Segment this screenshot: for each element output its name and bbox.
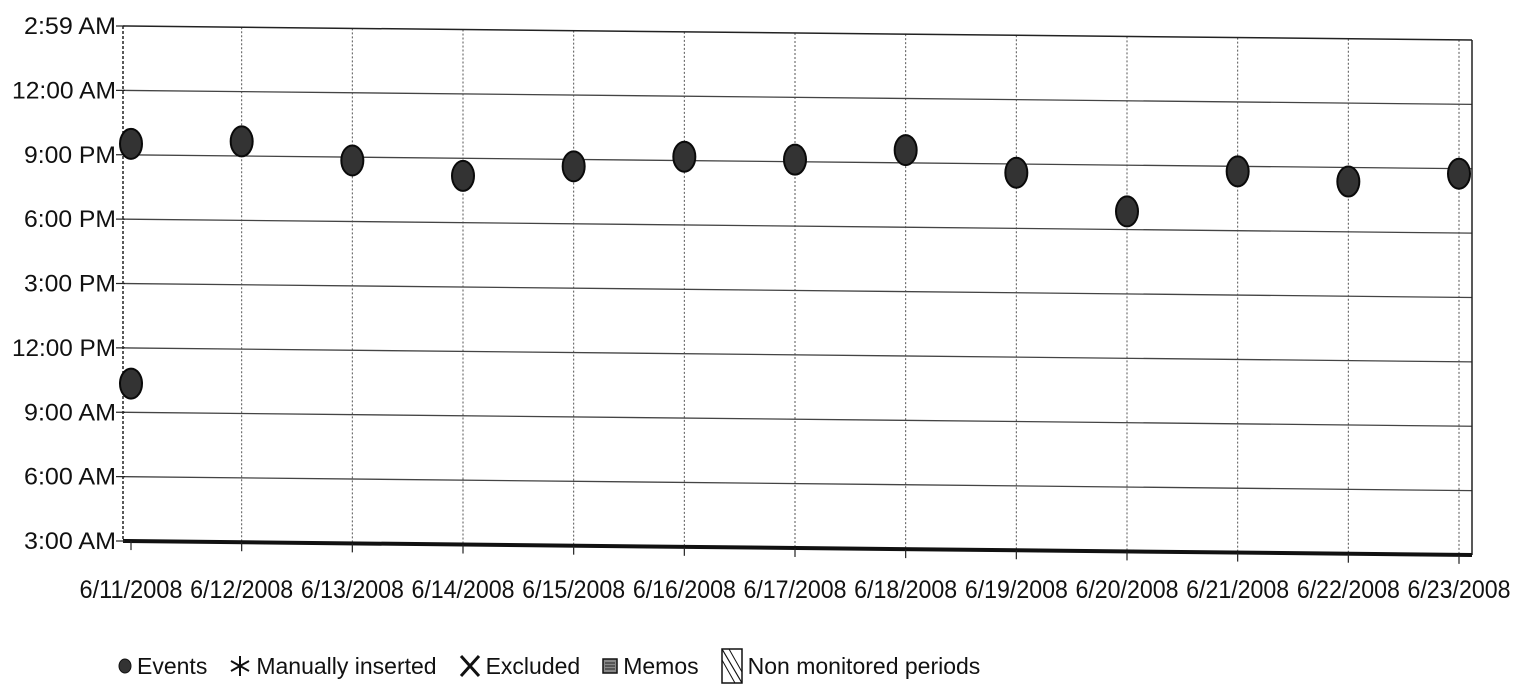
data-point-event <box>1225 155 1250 188</box>
gridline-horizontal <box>122 411 1473 427</box>
x-tick-label: 6/17/2008 <box>744 576 847 604</box>
y-tick-label: 12:00 PM <box>12 335 116 362</box>
y-tick-label: 9:00 PM <box>24 142 116 169</box>
legend-label-memos: Memos <box>623 652 699 679</box>
data-point-event <box>1115 195 1139 228</box>
x-mark-icon <box>459 654 481 678</box>
filled-circle-icon <box>118 658 132 674</box>
y-tick-label: 3:00 AM <box>24 528 116 555</box>
x-tick-label: 6/21/2008 <box>1186 576 1289 604</box>
x-tick-label: 6/22/2008 <box>1297 576 1400 604</box>
gridline-horizontal <box>122 89 1473 106</box>
x-tick-label: 6/12/2008 <box>190 576 293 604</box>
asterisk-icon <box>229 655 251 677</box>
x-tick-label: 6/14/2008 <box>412 576 515 604</box>
data-point-event <box>229 125 254 158</box>
hatched-box-icon <box>720 648 743 684</box>
legend-label-non-monitored-periods: Non monitored periods <box>747 652 981 679</box>
legend-item-manually-inserted: Manually inserted <box>229 652 437 680</box>
y-tick-label: 2:59 AM <box>24 13 116 40</box>
data-point-event <box>893 134 918 167</box>
gridline-horizontal <box>122 282 1473 299</box>
legend-item-non-monitored-periods: Non monitored periods <box>720 648 981 684</box>
x-tick-label: 6/20/2008 <box>1076 576 1179 604</box>
legend-label-excluded: Excluded <box>485 652 581 679</box>
data-point-event <box>561 150 586 183</box>
data-point-event <box>340 144 365 177</box>
legend-item-excluded: Excluded <box>459 652 581 680</box>
legend-item-memos: Memos <box>602 652 699 680</box>
data-point-event <box>672 140 697 173</box>
x-tick-label: 6/18/2008 <box>854 576 957 604</box>
data-point-event <box>119 367 143 400</box>
gridline-horizontal <box>122 218 1473 234</box>
data-point-event <box>1336 165 1361 198</box>
x-axis-line <box>122 539 1473 557</box>
y-tick-label: 12:00 AM <box>12 77 116 104</box>
x-tick-label: 6/23/2008 <box>1408 576 1511 604</box>
x-tick-label: 6/16/2008 <box>633 576 736 604</box>
legend: Events Manually inserted Excluded <box>118 646 1002 686</box>
x-tick-label: 6/13/2008 <box>301 576 404 604</box>
y-tick-label: 6:00 AM <box>24 464 116 491</box>
y-tick-label: 9:00 AM <box>24 399 116 426</box>
legend-label-events: Events <box>137 652 208 679</box>
y-tick-label: 6:00 PM <box>24 206 116 233</box>
x-tick-label: 6/15/2008 <box>522 576 625 604</box>
data-point-event <box>119 127 143 160</box>
gridline-horizontal <box>122 347 1473 363</box>
legend-label-manually-inserted: Manually inserted <box>256 652 437 679</box>
plot-border-top <box>122 25 1473 41</box>
x-tick-label: 6/11/2008 <box>80 576 183 604</box>
x-tick-label: 6/19/2008 <box>965 576 1068 604</box>
gridline-horizontal <box>122 475 1473 492</box>
y-tick-label: 3:00 PM <box>24 271 116 298</box>
data-point-event <box>451 159 475 192</box>
data-point-event <box>1004 156 1029 189</box>
data-point-event <box>783 143 807 176</box>
memo-square-icon <box>602 658 618 674</box>
data-point-event <box>1447 157 1471 190</box>
legend-item-events: Events <box>118 653 207 680</box>
